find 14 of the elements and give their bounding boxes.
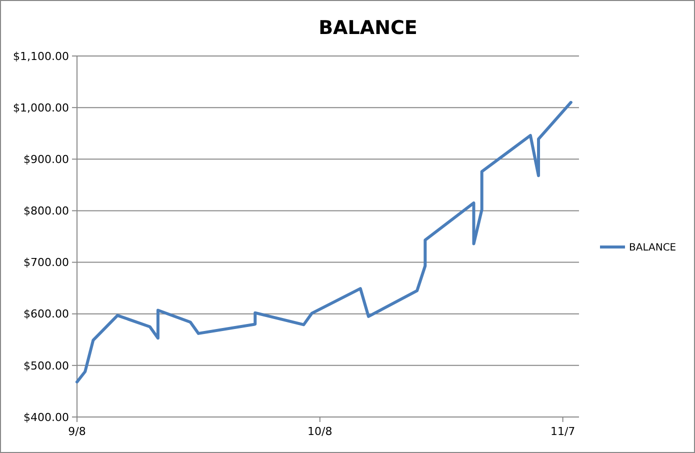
y-tick-label: $800.00 bbox=[24, 204, 69, 218]
x-tick-label: 9/8 bbox=[68, 425, 86, 438]
y-tick-label: $500.00 bbox=[24, 359, 69, 372]
chart-title: BALANCE bbox=[318, 17, 418, 39]
y-tick-label: $1,100.00 bbox=[13, 50, 69, 63]
y-tick-label: $400.00 bbox=[24, 410, 69, 424]
y-tick-label: $700.00 bbox=[24, 256, 69, 270]
line-series bbox=[76, 100, 572, 384]
y-tick-label: $600.00 bbox=[24, 308, 69, 321]
legend-label: BALANCE bbox=[629, 242, 676, 254]
y-tick-label: $1,000.00 bbox=[13, 101, 69, 114]
x-tick-label: 11/7 bbox=[550, 425, 576, 438]
y-tick-label: $900.00 bbox=[24, 152, 69, 166]
x-tick-label: 10/8 bbox=[308, 425, 332, 438]
